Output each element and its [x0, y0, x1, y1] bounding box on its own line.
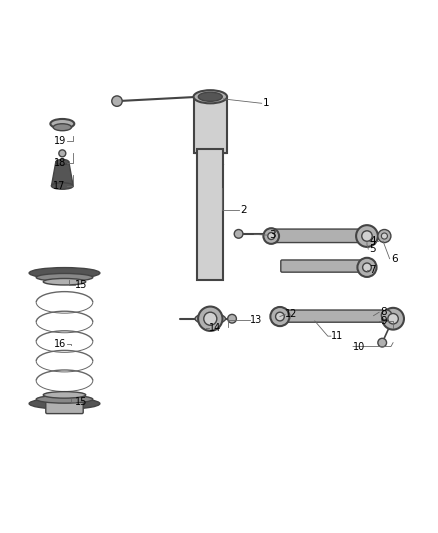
FancyBboxPatch shape — [197, 149, 223, 279]
Text: 15: 15 — [74, 280, 87, 290]
Ellipse shape — [36, 395, 93, 403]
Text: 3: 3 — [269, 230, 276, 240]
Circle shape — [356, 225, 378, 247]
Text: 4: 4 — [369, 236, 376, 246]
Ellipse shape — [198, 92, 222, 101]
Circle shape — [276, 312, 284, 321]
Text: 19: 19 — [53, 136, 66, 146]
Text: 12: 12 — [285, 309, 297, 319]
Ellipse shape — [43, 278, 86, 285]
Circle shape — [263, 228, 279, 244]
Text: 18: 18 — [53, 158, 66, 168]
FancyBboxPatch shape — [279, 310, 384, 322]
Circle shape — [228, 314, 237, 323]
Text: 16: 16 — [53, 339, 66, 349]
Text: 15: 15 — [74, 397, 87, 407]
Text: 17: 17 — [53, 181, 66, 191]
Circle shape — [382, 308, 404, 329]
Text: 5: 5 — [369, 244, 376, 254]
Circle shape — [362, 231, 372, 241]
Text: 9: 9 — [380, 316, 387, 326]
FancyBboxPatch shape — [194, 97, 227, 154]
FancyBboxPatch shape — [268, 229, 371, 243]
Ellipse shape — [51, 183, 73, 189]
Text: 6: 6 — [391, 254, 398, 264]
Ellipse shape — [50, 119, 74, 128]
Ellipse shape — [53, 124, 71, 131]
Circle shape — [59, 150, 66, 157]
Circle shape — [204, 312, 217, 325]
Circle shape — [378, 338, 387, 347]
Circle shape — [378, 230, 391, 243]
Ellipse shape — [29, 398, 100, 409]
Ellipse shape — [194, 90, 227, 103]
Text: 2: 2 — [240, 205, 247, 215]
Circle shape — [112, 96, 122, 107]
Text: 11: 11 — [331, 331, 343, 341]
Text: 7: 7 — [369, 265, 376, 275]
Ellipse shape — [56, 159, 69, 165]
Circle shape — [357, 258, 377, 277]
Text: 10: 10 — [353, 342, 365, 352]
Text: 1: 1 — [262, 98, 269, 108]
Circle shape — [381, 310, 392, 320]
Text: 14: 14 — [209, 324, 222, 333]
Circle shape — [234, 230, 243, 238]
Ellipse shape — [43, 392, 86, 398]
Text: 8: 8 — [380, 307, 387, 317]
Circle shape — [270, 307, 290, 326]
Circle shape — [381, 233, 388, 239]
Text: 13: 13 — [251, 316, 263, 326]
Ellipse shape — [195, 313, 226, 324]
Polygon shape — [51, 162, 73, 186]
Ellipse shape — [29, 268, 100, 278]
FancyBboxPatch shape — [46, 393, 83, 414]
Circle shape — [363, 263, 371, 272]
Circle shape — [268, 232, 275, 239]
Ellipse shape — [36, 273, 93, 281]
FancyBboxPatch shape — [281, 260, 368, 272]
Circle shape — [198, 306, 223, 331]
Circle shape — [388, 313, 398, 324]
